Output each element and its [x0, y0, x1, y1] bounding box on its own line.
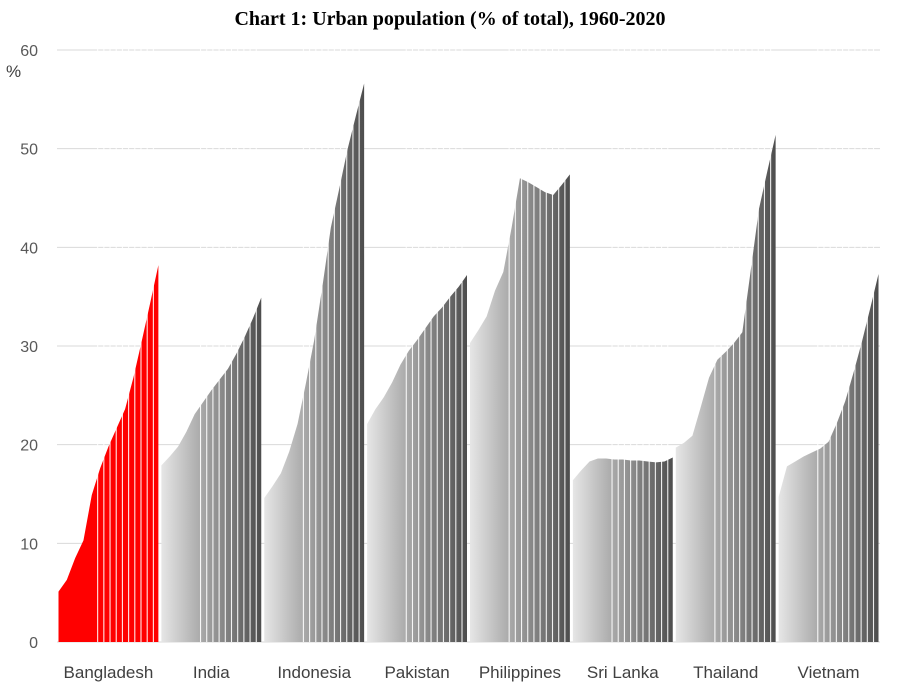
y-tick-label: 10	[20, 536, 38, 553]
series-indonesia	[264, 45, 365, 643]
chart-title: Chart 1: Urban population (% of total), …	[234, 8, 666, 30]
y-axis-unit-label: %	[6, 62, 21, 81]
series-india	[161, 45, 262, 642]
area-indonesia	[264, 83, 365, 643]
series-pakistan	[367, 45, 467, 642]
area-pakistan	[367, 274, 467, 642]
category-label: Pakistan	[384, 663, 449, 682]
series-bangladesh	[58, 45, 159, 642]
y-axis-ticks: 0 10 20 30 40 50 60	[20, 43, 38, 652]
y-tick-label: 50	[20, 142, 38, 159]
y-tick-label: 40	[20, 240, 38, 257]
y-tick-label: 30	[20, 339, 38, 356]
area-thailand	[675, 134, 776, 642]
area-sri-lanka	[572, 457, 673, 642]
series-vietnam	[778, 45, 879, 642]
y-tick-label: 20	[20, 438, 38, 455]
area-bangladesh	[58, 265, 159, 642]
category-label: Thailand	[693, 663, 758, 682]
y-tick-label: 0	[29, 635, 38, 652]
series-thailand	[675, 45, 776, 642]
category-label: Philippines	[479, 663, 561, 682]
category-label: Bangladesh	[64, 663, 154, 682]
area-series	[58, 45, 879, 643]
category-label: Sri Lanka	[587, 663, 659, 682]
area-india	[161, 297, 262, 642]
category-label: India	[193, 663, 230, 682]
category-label: Vietnam	[798, 663, 860, 682]
series-sri-lanka	[572, 45, 673, 642]
category-label: Indonesia	[277, 663, 351, 682]
area-vietnam	[778, 273, 879, 642]
y-tick-label: 60	[20, 43, 38, 60]
area-philippines	[470, 174, 570, 642]
x-axis-categories: Bangladesh India Indonesia Pakistan Philippi…	[64, 663, 860, 682]
series-philippines	[470, 45, 570, 642]
